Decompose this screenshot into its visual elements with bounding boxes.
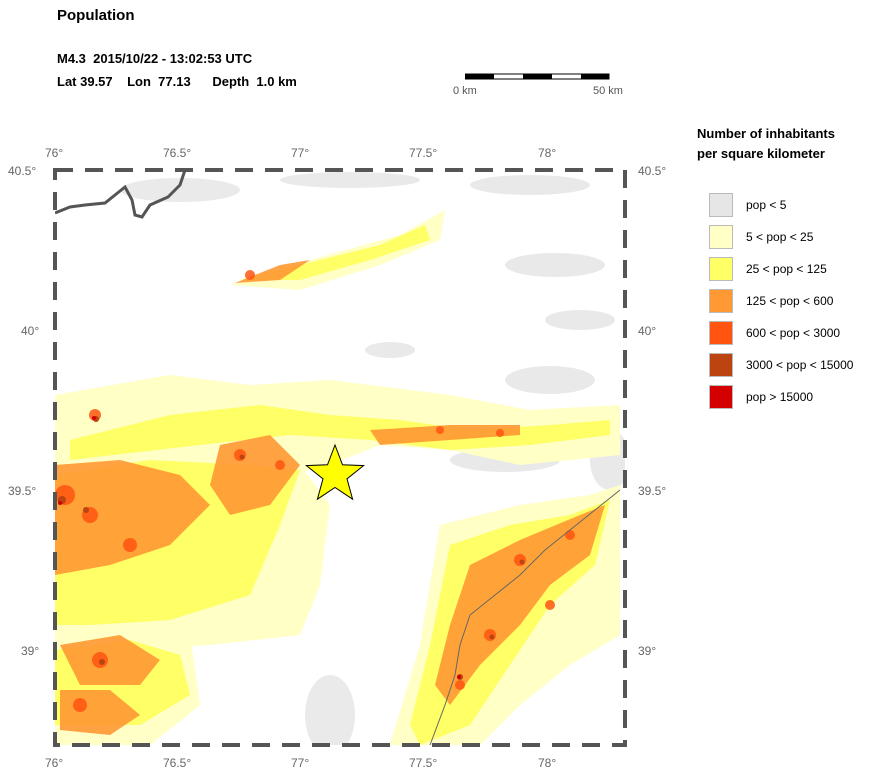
legend-label: 600 < pop < 3000 xyxy=(746,326,841,340)
lon-tick-bottom: 76° xyxy=(45,756,64,770)
lon-tick-bottom: 77° xyxy=(291,756,310,770)
lon-tick-bottom: 77.5° xyxy=(409,756,438,770)
lat-tick-left: 40.5° xyxy=(8,164,37,178)
legend-label: pop < 5 xyxy=(746,198,787,212)
legend-label: pop > 15000 xyxy=(746,390,814,404)
legend-item: 600 < pop < 3000 xyxy=(709,320,840,346)
lat-tick-right: 40.5° xyxy=(638,164,667,178)
legend-item: 3000 < pop < 15000 xyxy=(709,352,853,378)
legend-swatch xyxy=(709,289,733,313)
legend-title: Number of inhabitants per square kilomet… xyxy=(697,124,835,164)
lon-tick-top: 78° xyxy=(538,146,557,160)
legend-swatch xyxy=(709,225,733,249)
legend-swatch xyxy=(709,257,733,281)
map-frame xyxy=(53,168,627,747)
legend-item: 125 < pop < 600 xyxy=(709,288,833,314)
lon-tick-top: 76° xyxy=(45,146,64,160)
lat-tick-left: 39° xyxy=(21,644,40,658)
population-density-layer xyxy=(55,170,625,745)
lat-tick-right: 39.5° xyxy=(638,484,667,498)
legend-swatch xyxy=(709,385,733,409)
star-icon xyxy=(305,443,365,501)
lon-tick-top: 77.5° xyxy=(409,146,438,160)
legend-swatch xyxy=(709,353,733,377)
population-map xyxy=(53,168,627,747)
scale-label-right: 50 km xyxy=(593,85,623,97)
lon-tick-bottom: 78° xyxy=(538,756,557,770)
legend-swatch xyxy=(709,193,733,217)
legend-label: 125 < pop < 600 xyxy=(746,294,834,308)
scale-label-left: 0 km xyxy=(453,85,477,97)
county-border-line xyxy=(429,489,621,745)
legend-label: 3000 < pop < 15000 xyxy=(746,358,854,372)
legend-title-line1: Number of inhabitants xyxy=(697,126,835,141)
legend-item: 25 < pop < 125 xyxy=(709,256,827,282)
legend-item: pop < 5 xyxy=(709,192,786,218)
legend-label: 25 < pop < 125 xyxy=(746,262,827,276)
scale-bar xyxy=(465,73,610,80)
location-info: Lat 39.57 Lon 77.13 Depth 1.0 km xyxy=(57,74,297,89)
legend-swatch xyxy=(709,321,733,345)
lon-tick-top: 76.5° xyxy=(163,146,192,160)
lat-tick-left: 39.5° xyxy=(8,484,37,498)
legend-item: pop > 15000 xyxy=(709,384,813,410)
legend-title-line2: per square kilometer xyxy=(697,146,825,161)
map-title: Population xyxy=(57,7,135,24)
lon-tick-bottom: 76.5° xyxy=(163,756,192,770)
legend-item: 5 < pop < 25 xyxy=(709,224,813,250)
province-border-line xyxy=(55,170,187,219)
legend-label: 5 < pop < 25 xyxy=(746,230,814,244)
lat-tick-left: 40° xyxy=(21,324,40,338)
event-info: M4.3 2015/10/22 - 13:02:53 UTC xyxy=(57,51,253,66)
lon-tick-top: 77° xyxy=(291,146,310,160)
lat-tick-right: 40° xyxy=(638,324,657,338)
lat-tick-right: 39° xyxy=(638,644,657,658)
